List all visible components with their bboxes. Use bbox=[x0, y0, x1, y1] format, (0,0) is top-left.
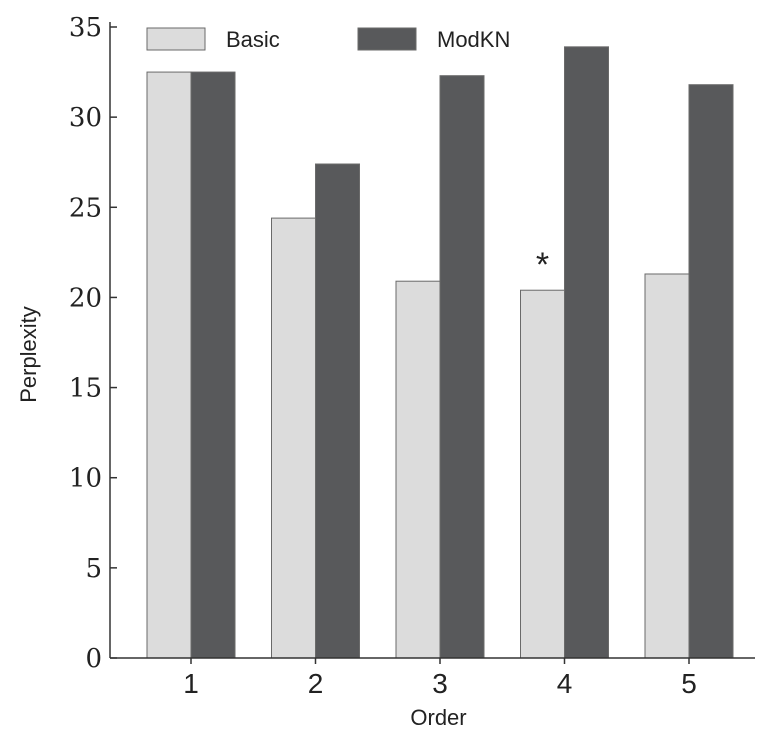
legend-swatch-basic bbox=[146, 27, 206, 51]
y-tick-label: 10 bbox=[69, 464, 102, 494]
bar-basic-3 bbox=[395, 280, 441, 659]
y-tick-label: 25 bbox=[69, 193, 102, 223]
x-tick-label: 2 bbox=[308, 668, 324, 699]
bar-basic-4 bbox=[520, 289, 565, 659]
y-tick-label: 30 bbox=[69, 103, 102, 133]
legend: Basic ModKN bbox=[146, 27, 510, 52]
legend-label-modkn: ModKN bbox=[437, 27, 510, 52]
bar-modkn-1 bbox=[190, 71, 236, 659]
bar-modkn-4 bbox=[564, 46, 609, 659]
bar-modkn-2 bbox=[315, 163, 360, 659]
annotations: * bbox=[536, 246, 549, 284]
bar-basic-5 bbox=[644, 273, 690, 659]
y-axis-title: Perplexity bbox=[16, 306, 41, 403]
axes-layer bbox=[109, 22, 755, 659]
legend-label-basic: Basic bbox=[226, 27, 280, 52]
bar-basic-1 bbox=[146, 71, 192, 659]
bars-layer bbox=[146, 46, 734, 659]
x-ticks: 1 2 3 4 5 bbox=[183, 658, 697, 699]
y-tick-label: 20 bbox=[69, 283, 102, 313]
annotation-star: * bbox=[536, 246, 549, 284]
legend-swatch-modkn bbox=[357, 27, 417, 51]
y-tick-label: 15 bbox=[69, 374, 102, 404]
x-tick-label: 5 bbox=[681, 668, 697, 699]
bar-modkn-5 bbox=[688, 84, 734, 659]
bar-basic-2 bbox=[271, 217, 316, 659]
y-tick-label: 5 bbox=[85, 554, 102, 584]
x-tick-label: 4 bbox=[557, 668, 573, 699]
x-tick-label: 1 bbox=[183, 668, 199, 699]
bar-modkn-3 bbox=[439, 75, 485, 659]
y-tick-label: 0 bbox=[85, 644, 102, 674]
x-axis-title: Order bbox=[410, 705, 466, 730]
x-tick-label: 3 bbox=[432, 668, 448, 699]
y-tick-label: 35 bbox=[69, 13, 102, 43]
y-ticks: 0 5 10 15 20 25 30 35 bbox=[69, 13, 117, 674]
